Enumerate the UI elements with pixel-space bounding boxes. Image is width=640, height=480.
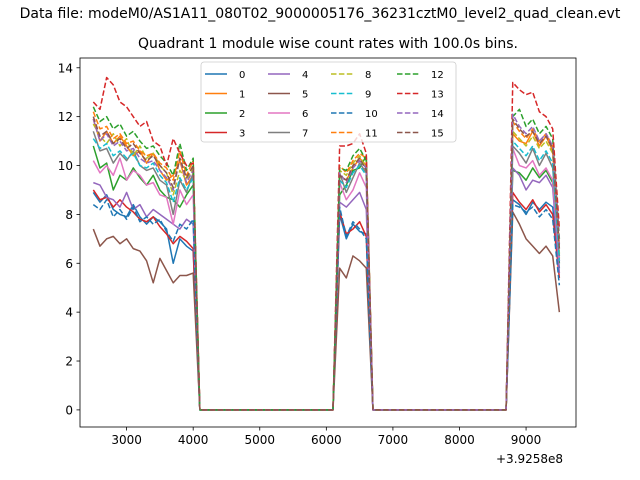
legend-label-15: 15	[431, 129, 444, 140]
y-tick-label: 6	[65, 257, 73, 271]
series-line-3	[92, 189, 561, 411]
legend-label-3: 3	[239, 129, 245, 140]
series-line-5	[92, 211, 561, 411]
legend-label-8: 8	[365, 70, 371, 81]
legend-label-11: 11	[365, 129, 378, 140]
series-line-12	[92, 106, 561, 411]
legend-label-0: 0	[239, 70, 245, 81]
legend-label-5: 5	[302, 90, 308, 101]
legend-label-10: 10	[365, 109, 378, 120]
series-line-9	[92, 138, 561, 411]
x-tick-label: 5000	[244, 433, 275, 447]
legend-label-4: 4	[302, 70, 308, 81]
y-tick-label: 12	[58, 110, 73, 124]
legend-label-1: 1	[239, 90, 245, 101]
legend-label-2: 2	[239, 109, 245, 120]
y-tick-label: 14	[58, 61, 73, 75]
series-line-7	[92, 131, 561, 411]
x-tick-label: 9000	[511, 433, 542, 447]
chart-title: Quadrant 1 module wise count rates with …	[138, 36, 518, 52]
y-tick-label: 4	[65, 306, 73, 320]
x-tick-label: 7000	[378, 433, 409, 447]
series-line-6	[92, 147, 561, 411]
series-line-15	[92, 116, 561, 411]
x-tick-label: 8000	[444, 433, 475, 447]
legend-label-14: 14	[431, 109, 444, 120]
x-offset-label: +3.9258e8	[496, 452, 564, 466]
legend-label-12: 12	[431, 70, 444, 81]
x-tick-label: 6000	[311, 433, 342, 447]
series-line-8	[92, 123, 561, 411]
legend-label-13: 13	[431, 90, 444, 101]
y-tick-label: 8	[65, 208, 73, 222]
y-tick-label: 0	[65, 403, 73, 417]
legend-label-9: 9	[365, 90, 371, 101]
legend-box	[200, 61, 457, 143]
series-lines	[92, 76, 561, 411]
y-tick-label: 10	[58, 159, 73, 173]
plot-frame	[79, 57, 577, 428]
legend-label-6: 6	[302, 109, 308, 120]
y-tick-label: 2	[65, 355, 73, 369]
x-tick-label: 4000	[178, 433, 209, 447]
series-line-2	[92, 145, 561, 411]
x-tick-label: 3000	[111, 433, 142, 447]
legend-label-7: 7	[302, 129, 308, 140]
figure-suptitle: Data file: modeM0/AS1A11_080T02_90000051…	[19, 6, 621, 22]
series-line-4	[93, 167, 561, 411]
